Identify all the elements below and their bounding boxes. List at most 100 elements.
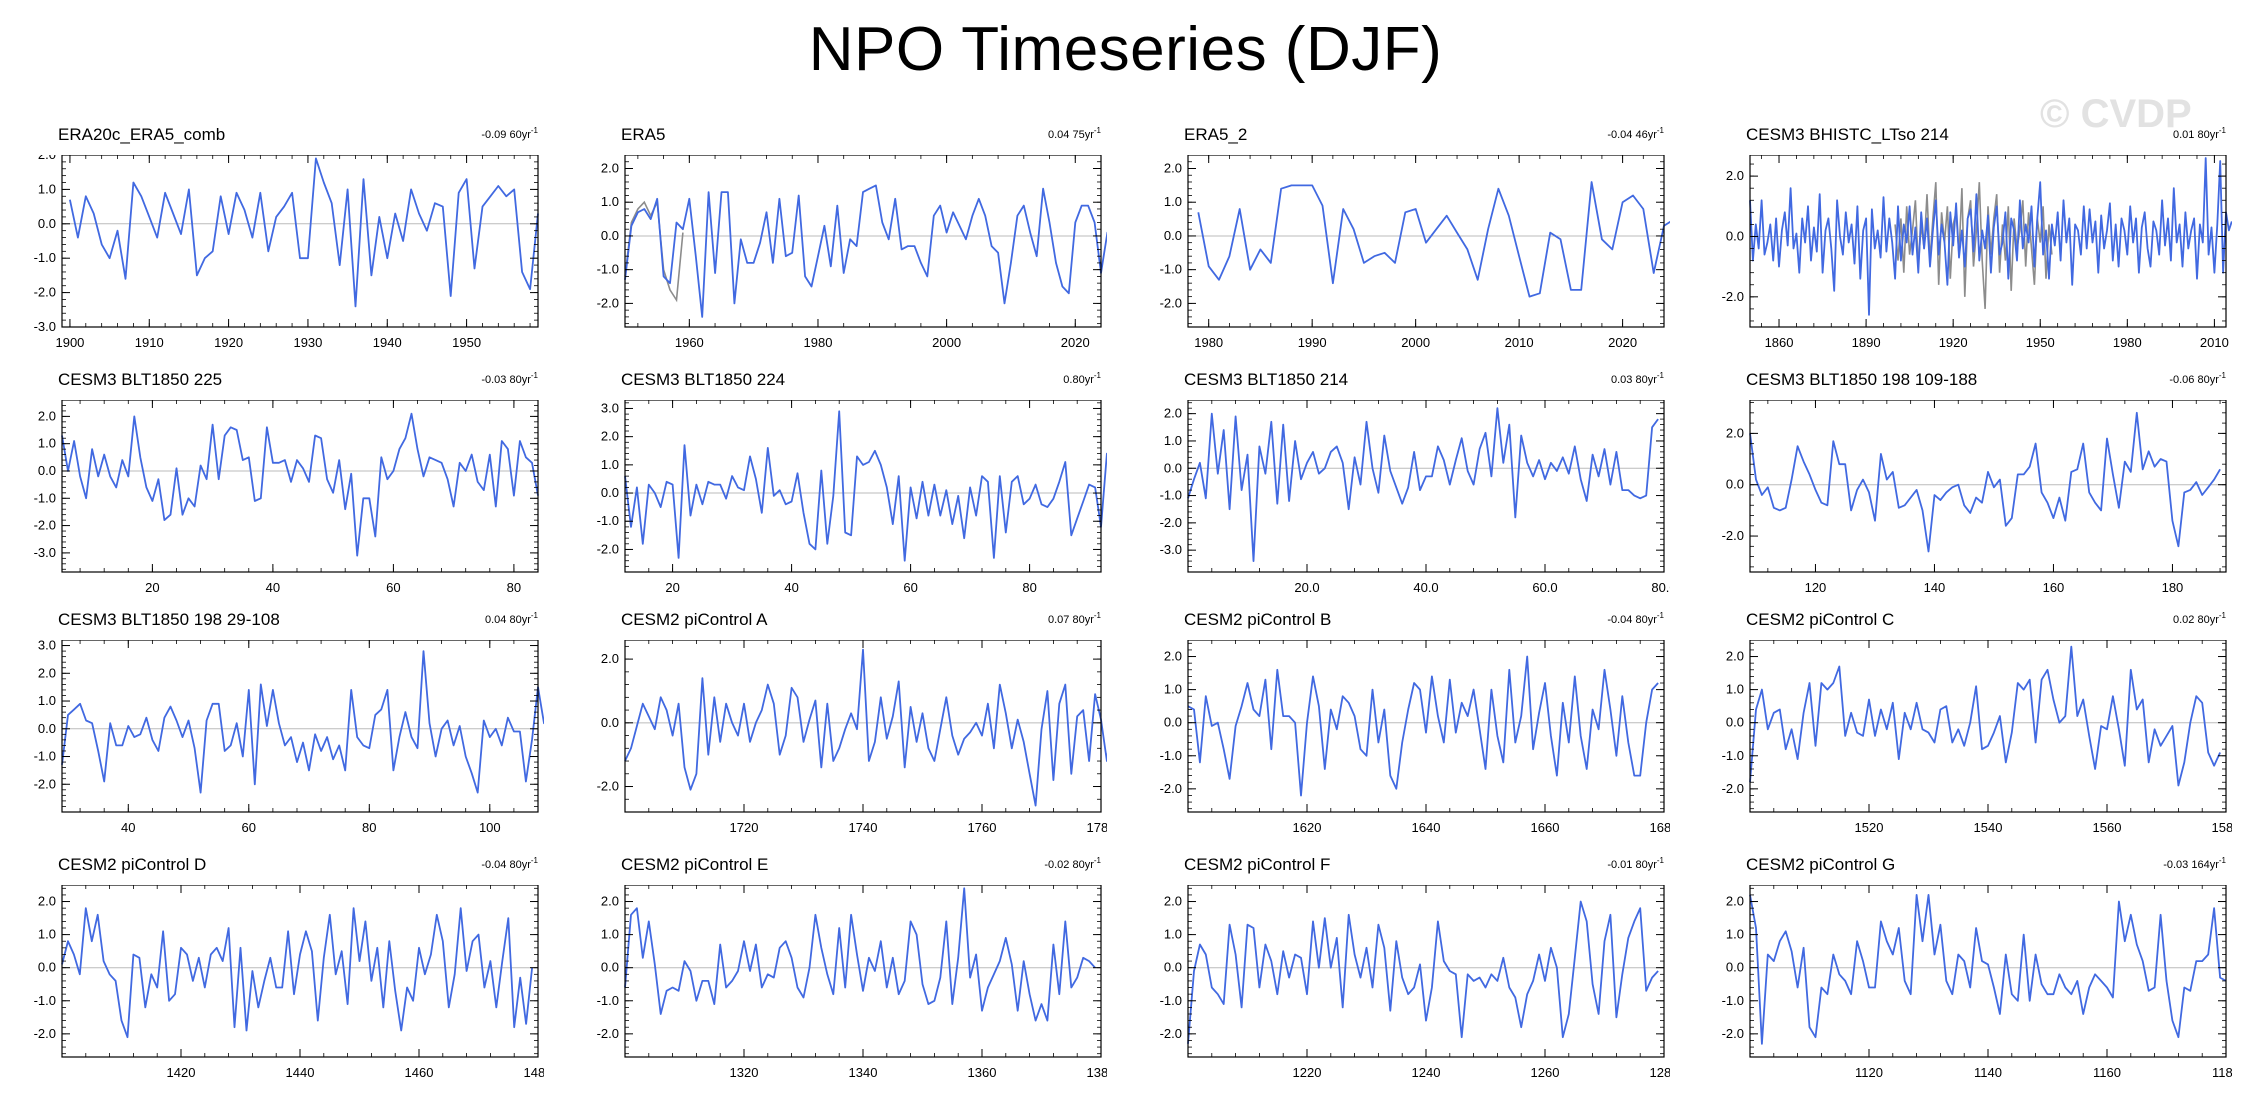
x-tick-label: 1920 bbox=[214, 335, 243, 350]
x-tick-label: 1140 bbox=[1974, 1065, 2002, 1080]
x-tick-label: 1860 bbox=[1765, 335, 1794, 350]
panel-trend-label: -0.03 80yr-1 bbox=[338, 371, 538, 386]
x-tick-label: 1760 bbox=[968, 820, 997, 835]
series-line bbox=[1197, 181, 1670, 298]
panel-plot: -2.0 -1.0 0.0 1.0 2.0 1620 1640 1660 1680 bbox=[1160, 640, 1670, 835]
plot-frame bbox=[61, 400, 539, 573]
panel-trend-label: 0.02 80yr-1 bbox=[2026, 611, 2226, 626]
x-tick-label: 1980 bbox=[2113, 335, 2142, 350]
trend-unit-exponent: -1 bbox=[1656, 611, 1664, 620]
y-tick-label: -2.0 bbox=[1160, 515, 1182, 530]
y-tick-label: -3.0 bbox=[34, 319, 56, 334]
x-tick-label: 20 bbox=[665, 580, 679, 595]
plot-frame bbox=[1187, 155, 1665, 328]
trend-value: -0.04 80yr bbox=[1607, 614, 1657, 626]
plot-frame bbox=[1749, 885, 2227, 1058]
y-tick-label: -1.0 bbox=[597, 262, 619, 277]
y-tick-label: -2.0 bbox=[1722, 289, 1744, 304]
y-tick-label: 0.0 bbox=[1726, 477, 1744, 492]
x-tick-label: 1180 bbox=[2212, 1065, 2232, 1080]
series-line bbox=[1749, 157, 2232, 316]
y-tick-label: -2.0 bbox=[1160, 781, 1182, 796]
trend-value: 0.01 80yr bbox=[2173, 129, 2219, 141]
x-tick-label: 20 bbox=[145, 580, 159, 595]
y-tick-label: 0.0 bbox=[38, 463, 56, 478]
x-tick-label: 1920 bbox=[1939, 335, 1968, 350]
watermark: © CVDP bbox=[2040, 92, 2192, 136]
panel-title: CESM2 piControl F bbox=[1184, 855, 1331, 874]
trend-unit-exponent: -1 bbox=[1093, 126, 1101, 135]
panel-plot: -2.0 0.0 2.0 1860 1890 1920 1950 1980 2010 bbox=[1722, 155, 2232, 350]
plot-frame bbox=[1749, 640, 2227, 813]
panel-plot: -2.0 -1.0 0.0 1.0 2.0 1320 1340 1360 1380 bbox=[597, 885, 1107, 1080]
plot-frame bbox=[624, 885, 1102, 1058]
plot-frame bbox=[1187, 885, 1665, 1058]
x-tick-label: 1160 bbox=[2093, 1065, 2121, 1080]
panel-trend-label: -0.09 60yr-1 bbox=[338, 126, 538, 141]
panel-title: ERA20c_ERA5_comb bbox=[58, 125, 226, 144]
y-tick-label: -2.0 bbox=[597, 779, 619, 794]
x-tick-label: 1960 bbox=[675, 335, 704, 350]
y-tick-label: -1.0 bbox=[1160, 993, 1182, 1008]
y-tick-label: -1.0 bbox=[1160, 488, 1182, 503]
y-tick-label: 0.0 bbox=[601, 228, 619, 243]
panel-title: CESM3 BLT1850 225 bbox=[58, 370, 223, 389]
trend-value: 0.07 80yr bbox=[1048, 614, 1094, 626]
y-tick-label: 1.0 bbox=[38, 181, 56, 196]
y-tick-label: 0.0 bbox=[38, 960, 56, 975]
panel-plot: -2.0 -1.0 0.0 1.0 2.0 1960 1980 2000 2020 bbox=[597, 155, 1107, 350]
trend-value: -0.02 80yr bbox=[1044, 859, 1094, 871]
y-tick-label: 0.0 bbox=[1164, 960, 1182, 975]
y-tick-label: 0.0 bbox=[38, 216, 56, 231]
y-tick-label: 2.0 bbox=[38, 894, 56, 909]
panel-title: CESM3 BLT1850 214 bbox=[1184, 370, 1349, 389]
y-tick-label: -1.0 bbox=[34, 749, 56, 764]
y-tick-label: -1.0 bbox=[1722, 748, 1744, 763]
panel-trend-label: -0.02 80yr-1 bbox=[901, 856, 1101, 871]
panel-title: CESM3 BLT1850 198 109-188 bbox=[1746, 370, 1978, 389]
x-tick-label: 60.0 bbox=[1532, 580, 1557, 595]
y-tick-label: 1.0 bbox=[1164, 927, 1182, 942]
y-tick-label: -3.0 bbox=[34, 545, 56, 560]
y-tick-label: 0.0 bbox=[601, 715, 619, 730]
trend-unit-exponent: -1 bbox=[1093, 856, 1101, 865]
x-tick-label: 1480 bbox=[524, 1065, 544, 1080]
y-tick-label: 0.0 bbox=[601, 960, 619, 975]
panel-trend-label: -0.04 46yr-1 bbox=[1464, 126, 1664, 141]
x-tick-label: 1900 bbox=[55, 335, 84, 350]
panel-title: CESM2 piControl A bbox=[621, 610, 768, 629]
x-tick-label: 40 bbox=[121, 820, 135, 835]
trend-unit-exponent: -1 bbox=[1093, 611, 1101, 620]
series-line bbox=[1187, 900, 1659, 1044]
y-tick-label: -1.0 bbox=[34, 250, 56, 265]
panel-title: CESM2 piControl D bbox=[58, 855, 207, 874]
x-tick-label: 1520 bbox=[1855, 820, 1884, 835]
y-tick-label: -1.0 bbox=[597, 993, 619, 1008]
x-tick-label: 80 bbox=[507, 580, 521, 595]
y-tick-label: 2.0 bbox=[1164, 160, 1182, 175]
x-tick-label: 40.0 bbox=[1413, 580, 1438, 595]
plot-frame bbox=[1187, 400, 1665, 573]
panel-title: CESM3 BHISTC_LTso 214 bbox=[1746, 125, 1949, 144]
panel-trend-label: -0.03 164yr-1 bbox=[2026, 856, 2226, 871]
y-tick-label: 2.0 bbox=[601, 894, 619, 909]
panel-trend-label: 0.01 80yr-1 bbox=[2026, 126, 2226, 141]
y-tick-label: -2.0 bbox=[1722, 781, 1744, 796]
y-tick-label: -1.0 bbox=[1722, 993, 1744, 1008]
series-line bbox=[624, 887, 1096, 1022]
trend-unit-exponent: -1 bbox=[2218, 856, 2226, 865]
y-tick-label: 1.0 bbox=[1164, 194, 1182, 209]
panel-trend-label: -0.04 80yr-1 bbox=[1464, 611, 1664, 626]
y-tick-label: 0.0 bbox=[1726, 715, 1744, 730]
x-tick-label: 60 bbox=[903, 580, 917, 595]
x-tick-label: 40 bbox=[784, 580, 798, 595]
x-tick-label: 1930 bbox=[293, 335, 322, 350]
x-tick-label: 2020 bbox=[1061, 335, 1090, 350]
x-tick-label: 1380 bbox=[1087, 1065, 1107, 1080]
x-tick-label: 2000 bbox=[1401, 335, 1430, 350]
panel-title: ERA5_2 bbox=[1184, 125, 1248, 144]
panel-plot: -3.0 -2.0 -1.0 0.0 1.0 2.0 20 40 60 80 bbox=[34, 400, 539, 595]
y-tick-label: 1.0 bbox=[38, 927, 56, 942]
series-line bbox=[1187, 655, 1659, 797]
y-tick-label: 1.0 bbox=[38, 693, 56, 708]
